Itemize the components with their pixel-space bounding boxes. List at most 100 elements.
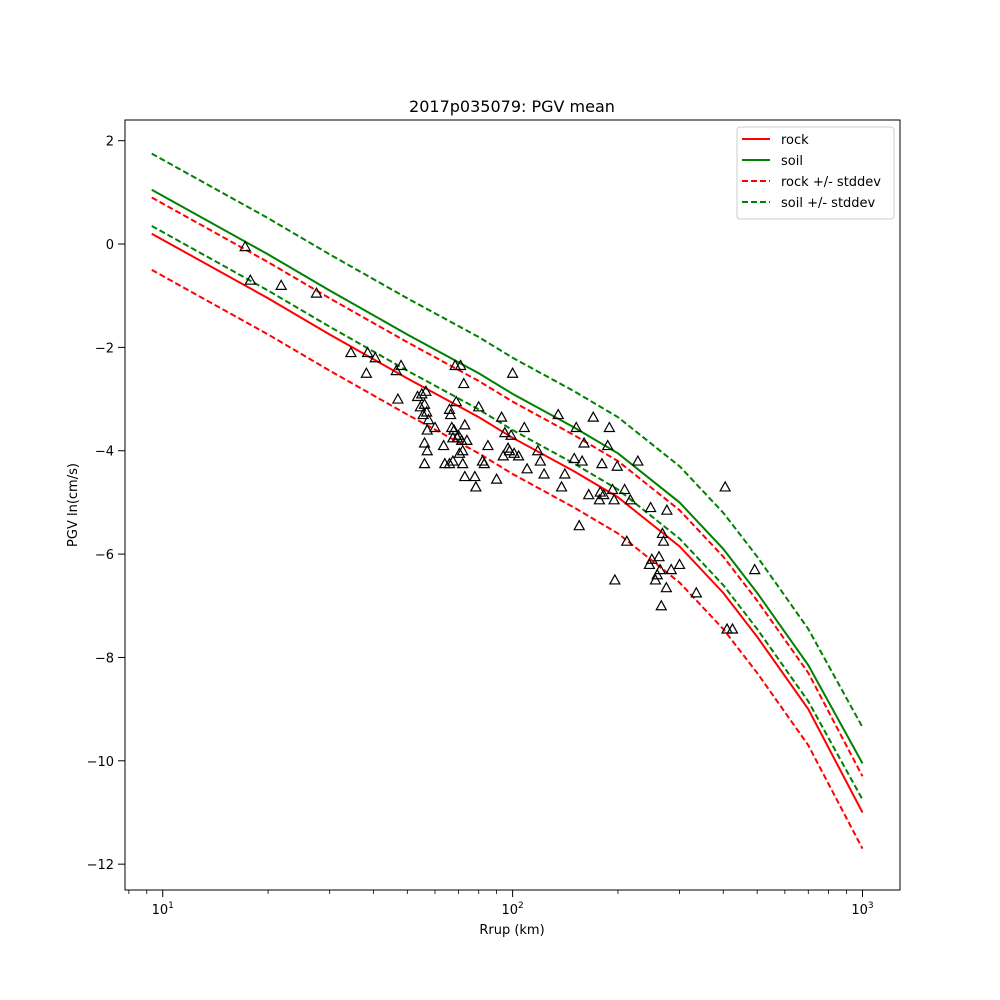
- observation-marker: [611, 460, 624, 471]
- observation-marker: [422, 413, 435, 425]
- observation-marker: [457, 377, 470, 389]
- observation-marker: [631, 454, 644, 466]
- observation-marker: [411, 390, 424, 402]
- plot-frame: [124, 119, 901, 891]
- observation-marker: [568, 452, 581, 464]
- observation-marker: [418, 457, 431, 469]
- observation-marker: [456, 457, 469, 469]
- observation-marker: [414, 400, 427, 412]
- observation-marker: [361, 346, 374, 358]
- observation-marker: [595, 457, 608, 469]
- y-tick-label: −8: [95, 651, 114, 666]
- observation-marker: [360, 366, 373, 378]
- legend-label: rock +/- stddev: [781, 175, 881, 190]
- observation-marker: [531, 444, 544, 456]
- y-tick-label: −6: [95, 548, 114, 563]
- observation-marker: [649, 573, 662, 585]
- observation-marker: [601, 439, 614, 451]
- observation-marker: [582, 488, 595, 500]
- observation-marker: [552, 408, 565, 420]
- observation-marker: [391, 392, 404, 404]
- x-axis-label: Rrup (km): [479, 923, 544, 938]
- observation-marker: [534, 454, 547, 466]
- observation-marker: [620, 534, 633, 546]
- observation-marker: [558, 467, 571, 479]
- y-tick-label: −2: [95, 341, 114, 356]
- observation-marker: [651, 568, 664, 580]
- observation-marker: [555, 480, 568, 492]
- observation-marker: [726, 622, 739, 634]
- observation-marker: [458, 470, 471, 482]
- observation-marker: [660, 581, 673, 593]
- observation-marker: [512, 449, 525, 461]
- x-tick-label: 101: [152, 901, 174, 918]
- observation-marker: [344, 346, 357, 358]
- legend: rock soil rock +/- stddev soil +/- stddev: [736, 126, 895, 220]
- observation-marker: [420, 405, 433, 417]
- observation-marker: [390, 364, 403, 376]
- observation-marker: [644, 501, 657, 513]
- y-tick-label: −12: [87, 858, 114, 873]
- series-line-0: [151, 232, 864, 813]
- observation-marker: [417, 408, 430, 420]
- observation-marker: [506, 366, 519, 378]
- observation-marker: [690, 586, 703, 598]
- observation-marker: [652, 550, 665, 562]
- observation-marker: [643, 558, 656, 570]
- series-line-1: [151, 188, 864, 764]
- observation-marker: [719, 480, 732, 492]
- series-line-5: [151, 225, 864, 801]
- observation-marker: [645, 553, 658, 564]
- observation-marker: [498, 426, 511, 438]
- series-line-3: [151, 268, 864, 850]
- observation-marker: [454, 359, 467, 371]
- observation-marker: [446, 454, 459, 466]
- observation-marker: [244, 273, 257, 285]
- observation-marker: [456, 444, 469, 456]
- observation-marker: [419, 385, 432, 396]
- observation-marker: [606, 483, 619, 495]
- chart-title: 2017p035079: PGV mean: [409, 97, 615, 116]
- observation-marker: [505, 428, 518, 440]
- y-axis-label: PGV ln(cm/s): [66, 463, 81, 547]
- observation-marker: [495, 410, 508, 422]
- x-tick-label: 103: [851, 901, 873, 918]
- y-tick-label: 0: [106, 238, 114, 253]
- observation-marker: [618, 483, 631, 495]
- observation-marker: [310, 286, 323, 298]
- observation-marker: [437, 439, 450, 451]
- observation-marker: [608, 493, 621, 505]
- observation-marker: [748, 563, 761, 575]
- observation-marker: [421, 423, 434, 435]
- legend-box: [736, 126, 895, 220]
- observation-marker: [460, 434, 473, 446]
- observation-marker: [478, 457, 491, 469]
- observation-marker: [538, 467, 551, 479]
- observation-marker: [603, 421, 616, 433]
- observation-marker: [587, 410, 600, 422]
- observation-marker: [578, 436, 591, 448]
- observation-marker: [593, 493, 606, 505]
- observation-marker: [443, 457, 456, 469]
- legend-label: soil: [781, 154, 803, 169]
- observation-marker: [660, 503, 673, 515]
- observation-marker: [428, 421, 442, 433]
- observation-marker: [490, 472, 503, 484]
- observation-marker: [444, 408, 457, 420]
- observation-marker: [655, 599, 668, 611]
- observation-marker: [239, 240, 252, 252]
- y-tick-label: −4: [95, 445, 114, 460]
- observation-marker: [481, 439, 494, 451]
- legend-label: soil +/- stddev: [781, 196, 876, 211]
- series-line-4: [151, 152, 864, 728]
- y-tick-label: 2: [106, 135, 114, 150]
- observation-marker: [418, 397, 431, 409]
- observation-marker: [452, 428, 465, 440]
- observation-marker: [395, 359, 408, 371]
- observation-marker: [443, 403, 456, 414]
- observation-marker: [518, 421, 531, 433]
- observation-marker: [369, 351, 382, 363]
- observation-marker: [576, 454, 589, 466]
- observation-marker: [570, 421, 583, 433]
- observation-marker: [415, 387, 428, 399]
